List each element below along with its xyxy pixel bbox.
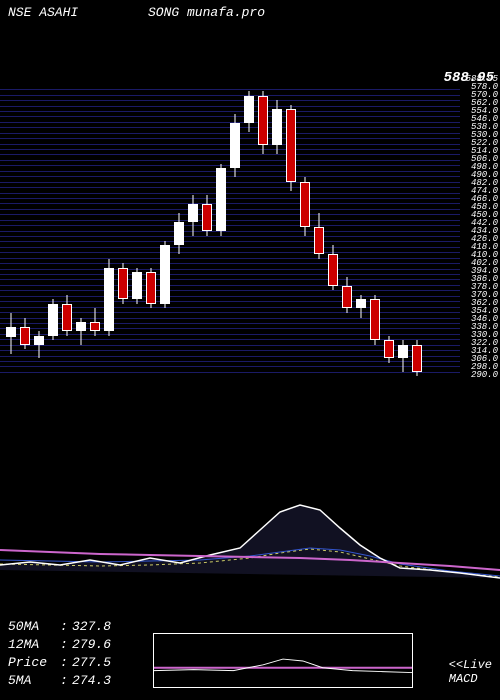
y-axis-labels: 588.95578.0570.0562.0554.0546.0538.0530.… xyxy=(458,75,498,387)
candle xyxy=(132,82,142,390)
candle xyxy=(76,82,86,390)
candle xyxy=(286,82,296,390)
candle xyxy=(370,82,380,390)
candle xyxy=(118,82,128,390)
candle xyxy=(146,82,156,390)
stat-label: 50MA xyxy=(8,618,60,636)
stat-label: Price xyxy=(8,654,60,672)
colon: : xyxy=(60,672,72,690)
candle xyxy=(90,82,100,390)
candle xyxy=(174,82,184,390)
candle xyxy=(300,82,310,390)
ticker-label: NSE ASAHI xyxy=(8,5,148,20)
candle xyxy=(384,82,394,390)
stat-value: 327.8 xyxy=(72,618,111,636)
stat-label: 5MA xyxy=(8,672,60,690)
candle xyxy=(216,82,226,390)
candlestick-chart xyxy=(0,82,460,390)
colon: : xyxy=(60,636,72,654)
candle xyxy=(244,82,254,390)
colon: : xyxy=(60,618,72,636)
candle xyxy=(328,82,338,390)
live-macd-label: <<Live MACD xyxy=(449,658,492,686)
stat-value: 279.6 xyxy=(72,636,111,654)
candle xyxy=(160,82,170,390)
candle xyxy=(412,82,422,390)
candle xyxy=(230,82,240,390)
candle xyxy=(272,82,282,390)
source-label: SONG munafa.pro xyxy=(148,5,492,20)
candle xyxy=(342,82,352,390)
candle xyxy=(6,82,16,390)
candle xyxy=(202,82,212,390)
candle xyxy=(188,82,198,390)
candle xyxy=(48,82,58,390)
colon: : xyxy=(60,654,72,672)
live-label-2: MACD xyxy=(449,672,492,686)
candle xyxy=(20,82,30,390)
chart-footer: 50MA : 327.8 12MA : 279.6 Price : 277.5 … xyxy=(8,618,492,690)
y-axis-label: 290.0 xyxy=(471,371,498,380)
candle xyxy=(398,82,408,390)
live-label-1: <<Live xyxy=(449,658,492,672)
candle xyxy=(314,82,324,390)
stat-value: 274.3 xyxy=(72,672,111,690)
candle xyxy=(62,82,72,390)
stat-label: 12MA xyxy=(8,636,60,654)
macd-mini-box xyxy=(153,633,413,688)
stat-value: 277.5 xyxy=(72,654,111,672)
candle xyxy=(258,82,268,390)
candle xyxy=(34,82,44,390)
candle xyxy=(356,82,366,390)
macd-chart xyxy=(0,470,500,620)
chart-header: NSE ASAHI SONG munafa.pro xyxy=(0,0,500,24)
candle xyxy=(104,82,114,390)
